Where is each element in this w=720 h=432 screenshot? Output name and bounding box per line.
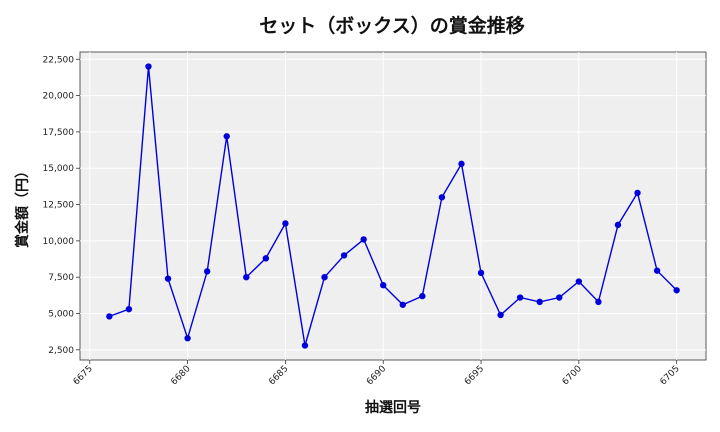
data-point <box>595 298 602 306</box>
data-point <box>340 252 348 259</box>
data-point <box>145 63 152 70</box>
data-point <box>516 294 524 301</box>
x-tick-label: 6690 <box>365 364 388 387</box>
data-point <box>438 194 446 201</box>
chart-title: セット（ボックス）の賞金推移 <box>259 14 524 37</box>
data-point <box>673 287 680 294</box>
data-point <box>125 305 133 313</box>
x-tick-label: 6695 <box>463 364 486 387</box>
y-tick-label: 2,500 <box>48 346 74 356</box>
y-tick-label: 10,000 <box>43 237 75 247</box>
data-point <box>262 255 270 262</box>
y-tick-label: 22,500 <box>43 55 75 65</box>
y-tick-label: 20,000 <box>43 92 75 102</box>
x-tick-label: 6685 <box>267 364 290 387</box>
data-point <box>477 269 485 277</box>
data-point <box>497 311 504 319</box>
data-point <box>184 335 191 342</box>
series-line <box>109 66 678 346</box>
plot-area <box>79 51 707 361</box>
data-point <box>243 273 250 281</box>
data-point <box>614 221 622 229</box>
data-point <box>556 294 563 301</box>
data-point <box>634 189 641 197</box>
y-axis-label: 賞金額（円） <box>14 164 31 248</box>
data-point <box>106 313 113 320</box>
x-axis-label: 抽選回号 <box>365 399 421 416</box>
tick-layer: 2,500 5,000 7,500 10,000 12,500 15,000 17,500 2… <box>43 55 682 387</box>
data-point <box>203 268 211 275</box>
data-point <box>360 236 367 243</box>
y-tick-label: 7,500 <box>48 273 74 283</box>
x-tick-label: 6675 <box>72 364 95 387</box>
data-point <box>458 160 465 168</box>
data-point <box>164 275 172 282</box>
data-point <box>419 292 426 300</box>
data-point <box>223 133 230 140</box>
y-tick-label: 17,500 <box>43 128 75 138</box>
y-tick-label: 15,000 <box>43 164 75 174</box>
data-point <box>536 298 543 306</box>
data-point <box>301 342 309 349</box>
x-tick-label: 6700 <box>561 364 584 387</box>
y-tick-label: 12,500 <box>43 201 75 211</box>
x-tick-label: 6680 <box>169 364 192 387</box>
data-point <box>321 273 328 281</box>
grid-layer <box>80 52 706 360</box>
data-point <box>575 278 583 285</box>
data-point <box>653 267 661 274</box>
series-layer <box>106 63 680 349</box>
data-point <box>282 220 289 227</box>
y-tick-label: 5,000 <box>48 310 74 320</box>
x-tick-label: 6705 <box>659 364 682 387</box>
data-point <box>380 281 387 289</box>
data-point <box>399 301 406 308</box>
